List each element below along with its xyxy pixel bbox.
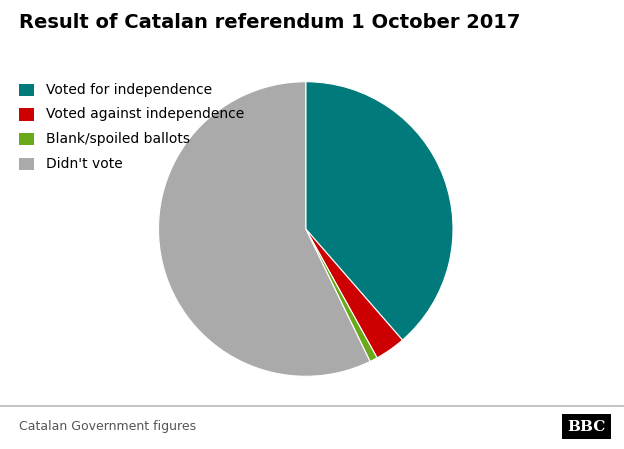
Text: Voted against independence: Voted against independence (46, 107, 244, 122)
Wedge shape (306, 229, 377, 361)
Text: Catalan Government figures: Catalan Government figures (19, 420, 196, 433)
Wedge shape (158, 82, 370, 376)
Text: Blank/spoiled ballots: Blank/spoiled ballots (46, 132, 190, 146)
Wedge shape (306, 82, 453, 340)
Text: BBC: BBC (567, 419, 605, 434)
Wedge shape (306, 229, 402, 358)
Text: Didn't vote: Didn't vote (46, 157, 122, 171)
Text: Voted for independence: Voted for independence (46, 83, 212, 97)
Text: Result of Catalan referendum 1 October 2017: Result of Catalan referendum 1 October 2… (19, 13, 520, 32)
